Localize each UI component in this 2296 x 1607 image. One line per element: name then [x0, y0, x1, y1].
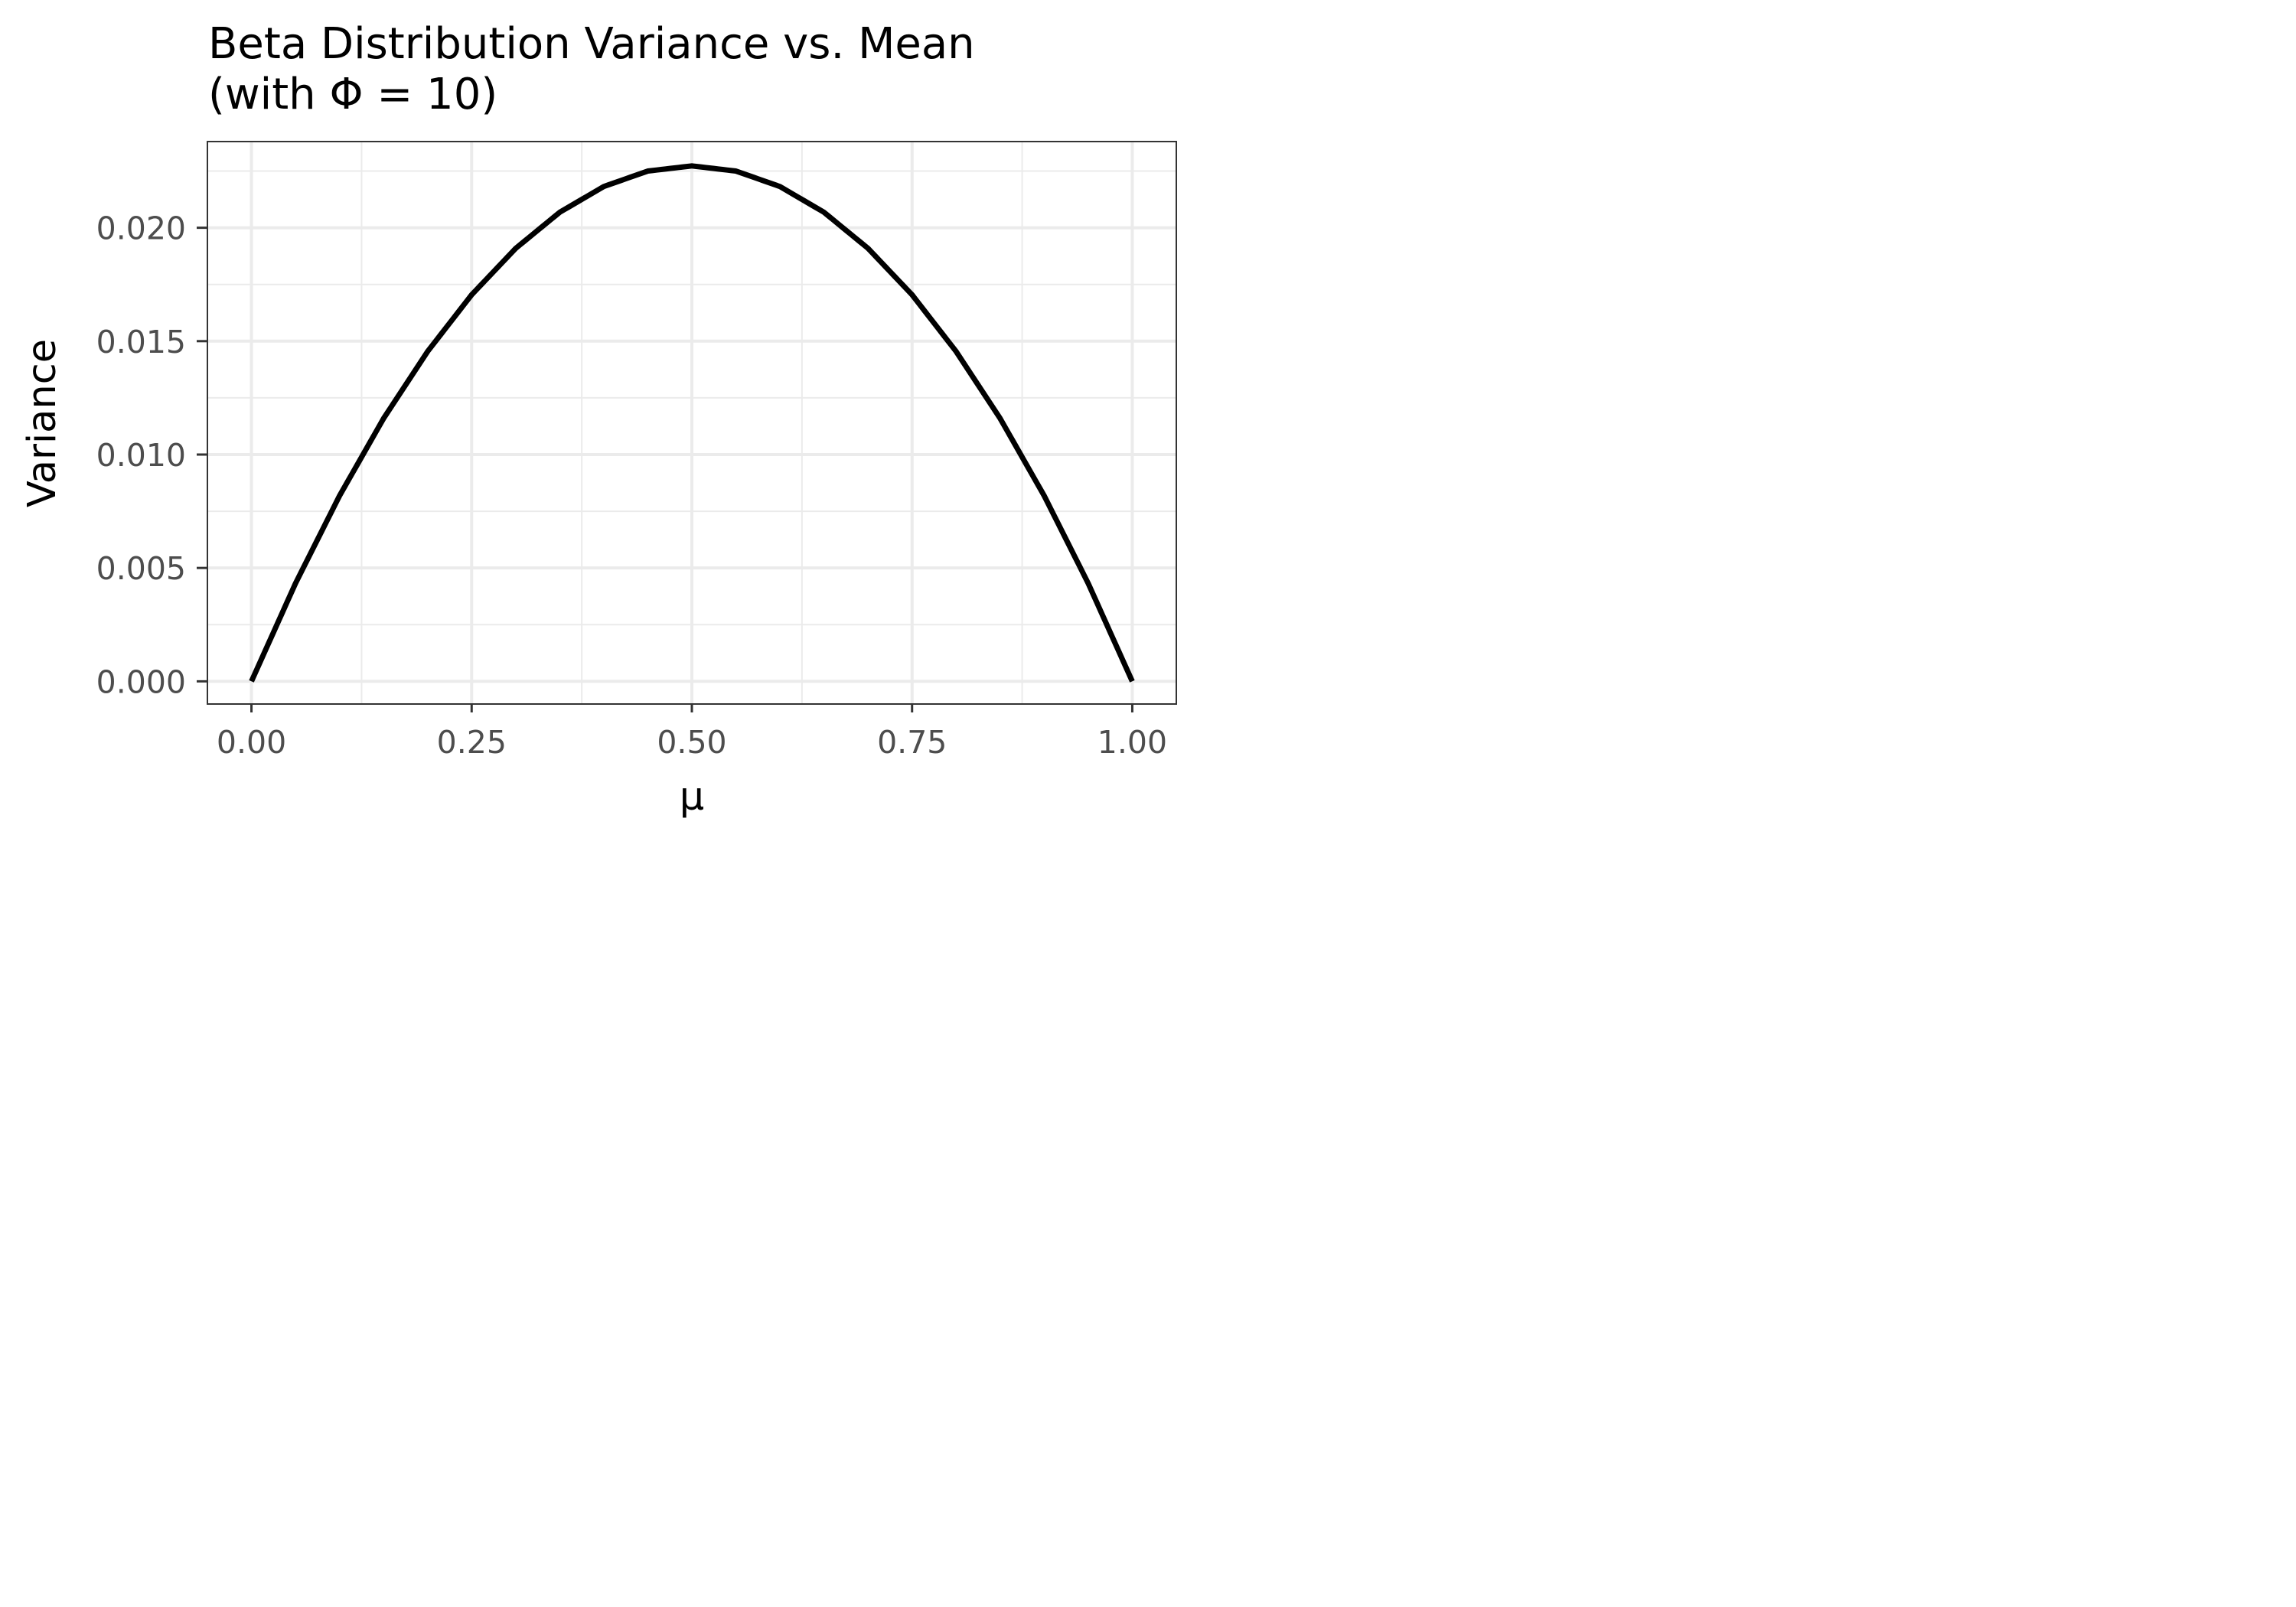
y-tick-label: 0.005 — [96, 550, 186, 587]
x-tick-label: 0.75 — [877, 724, 947, 761]
y-axis-title: Variance — [20, 339, 65, 507]
x-tick-label: 0.50 — [657, 724, 726, 761]
series-line — [249, 163, 1135, 683]
x-axis: 0.00 0.25 0.50 0.75 1.00 — [217, 704, 1167, 761]
y-tick-label: 0.010 — [96, 437, 186, 474]
chart-title: Beta Distribution Variance vs. Mean — [208, 19, 975, 69]
plot-area — [207, 141, 1177, 705]
chart: Beta Distribution Variance vs. Mean (wit… — [20, 19, 1177, 820]
major-gridlines — [207, 142, 1176, 704]
x-tick-label: 0.25 — [437, 724, 507, 761]
y-tick-label: 0.015 — [96, 324, 186, 360]
y-tick-label: 0.020 — [96, 210, 186, 247]
y-axis: 0.000 0.005 0.010 0.015 0.020 — [96, 210, 207, 700]
x-tick-label: 0.00 — [217, 724, 286, 761]
x-axis-title: μ — [680, 774, 704, 820]
y-tick-label: 0.000 — [96, 663, 186, 700]
chart-subtitle: (with Φ = 10) — [208, 70, 497, 119]
x-tick-label: 1.00 — [1097, 724, 1167, 761]
series-layer — [249, 163, 1135, 683]
